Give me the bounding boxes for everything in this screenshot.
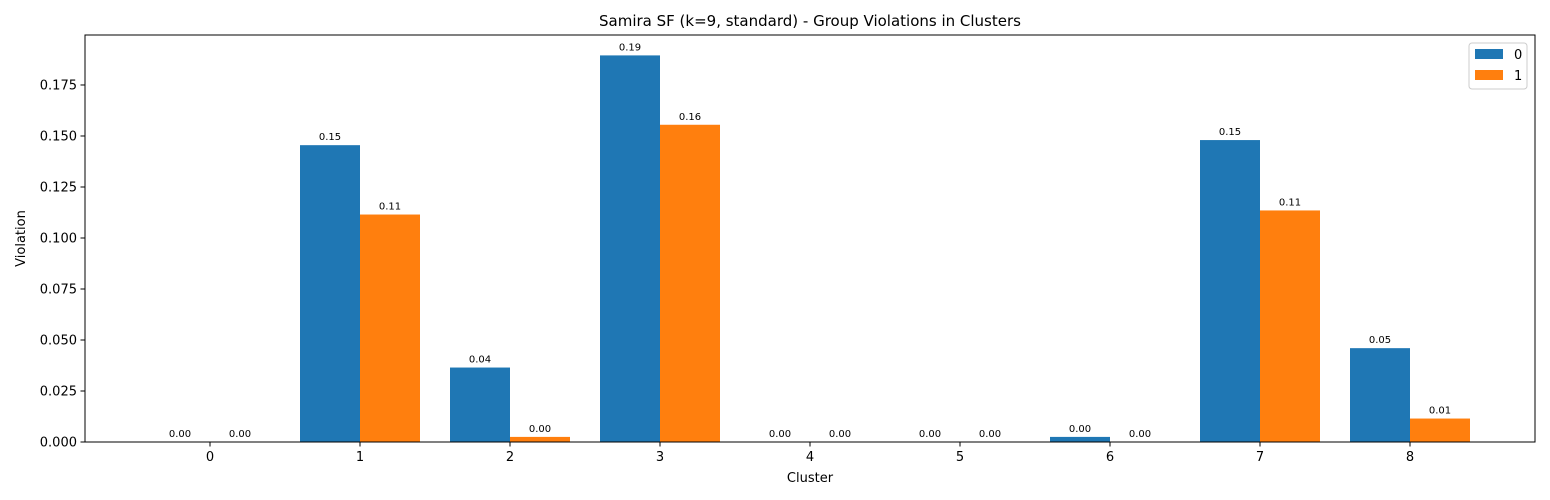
- bar-value-label: 0.00: [529, 424, 551, 435]
- y-tick-label: 0.100: [40, 231, 77, 246]
- bar-series-0-cluster-1: [300, 145, 360, 443]
- bar-value-label: 0.00: [229, 429, 251, 440]
- y-tick-label: 0.175: [40, 78, 77, 93]
- bar-series-0-cluster-8: [1350, 348, 1410, 442]
- bar-series-1-cluster-3: [660, 124, 720, 443]
- bar-value-label: 0.00: [1069, 424, 1091, 435]
- x-tick-label: 6: [1106, 450, 1114, 465]
- x-tick-label: 8: [1406, 450, 1414, 465]
- y-tick-label: 0.050: [40, 333, 77, 348]
- bar-value-label: 0.05: [1369, 335, 1391, 346]
- bar-series-0-cluster-2: [450, 367, 510, 442]
- y-tick-label: 0.150: [40, 129, 77, 144]
- bar-series-0-cluster-7: [1200, 140, 1260, 442]
- y-tick-label: 0.075: [40, 282, 77, 297]
- bar-series-1-cluster-7: [1260, 210, 1320, 442]
- bar-value-label: 0.19: [619, 42, 641, 53]
- legend: 0 1: [1468, 42, 1528, 90]
- bar-value-label: 0.15: [1219, 127, 1241, 138]
- y-axis-label: Violation: [14, 210, 29, 267]
- bar-value-label: 0.00: [1129, 429, 1151, 440]
- bar-value-label: 0.00: [919, 429, 941, 440]
- x-axis: 0 1 2 3 4 5 6 7 8: [206, 442, 1414, 465]
- legend-swatch-series-1: [1475, 70, 1503, 80]
- bar-value-label: 0.11: [1279, 197, 1301, 208]
- bar-value-label: 0.00: [829, 429, 851, 440]
- x-tick-label: 0: [206, 450, 214, 465]
- x-tick-label: 3: [656, 450, 664, 465]
- bar-value-label: 0.00: [979, 429, 1001, 440]
- plot-area: 0.00 0.15 0.04 0.19 0.00 0.00 0.00 0.15 0.05 0.00…: [169, 42, 1470, 443]
- bar-value-label: 0.04: [469, 355, 491, 366]
- bar-value-label: 0.01: [1429, 406, 1451, 417]
- bar-value-label: 0.00: [169, 429, 191, 440]
- bar-value-label: 0.16: [679, 112, 701, 123]
- x-tick-label: 1: [356, 450, 364, 465]
- y-tick-label: 0.125: [40, 180, 77, 195]
- x-tick-label: 4: [806, 450, 814, 465]
- bar-series-0-cluster-6: [1050, 436, 1110, 442]
- x-axis-label: Cluster: [787, 471, 834, 486]
- bar-value-label: 0.15: [319, 132, 341, 143]
- chart-title: Samira SF (k=9, standard) - Group Violat…: [599, 12, 1021, 30]
- x-tick-label: 2: [506, 450, 514, 465]
- legend-label-series-0: 0: [1514, 48, 1522, 63]
- x-tick-label: 7: [1256, 450, 1264, 465]
- legend-label-series-1: 1: [1514, 69, 1522, 84]
- bar-series-1-cluster-2: [510, 436, 570, 442]
- bar-value-label: 0.00: [769, 429, 791, 440]
- bar-series-1-cluster-8: [1410, 418, 1470, 442]
- y-tick-label: 0.025: [40, 384, 77, 399]
- x-tick-label: 5: [956, 450, 964, 465]
- y-tick-label: 0.000: [40, 436, 77, 451]
- y-axis: 0.000 0.025 0.050 0.075 0.100 0.125 0.150 0.175: [40, 78, 85, 451]
- legend-swatch-series-0: [1475, 49, 1503, 59]
- bar-value-label: 0.11: [379, 202, 401, 213]
- bar-series-1-cluster-1: [360, 214, 420, 442]
- bar-series-0-cluster-3: [600, 55, 660, 442]
